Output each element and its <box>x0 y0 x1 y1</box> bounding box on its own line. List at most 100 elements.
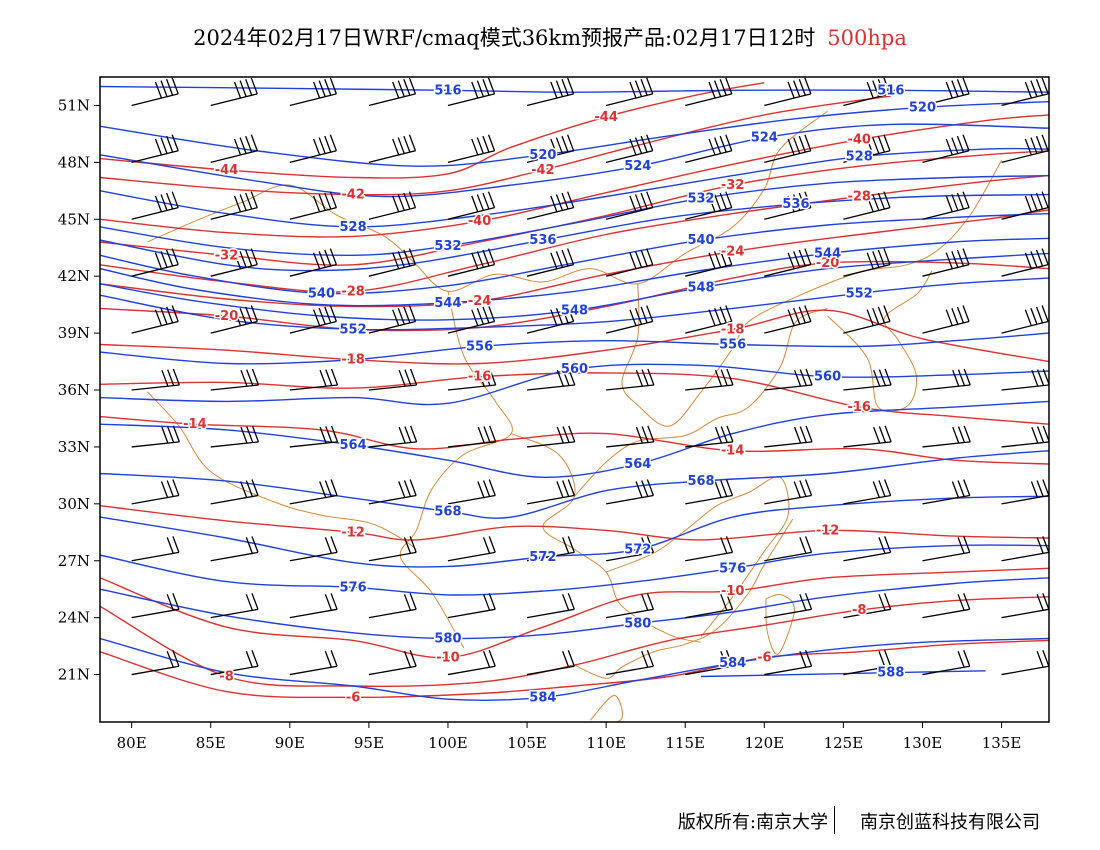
height-contour-label: 580 <box>624 616 651 631</box>
wind-barb <box>685 593 734 619</box>
height-contour-label: 516 <box>434 83 461 98</box>
wind-barb <box>1001 536 1049 562</box>
wind-barb <box>368 425 418 448</box>
lat-tick-label: 45N <box>58 210 90 228</box>
wind-barb <box>922 305 970 334</box>
wind-barb <box>526 248 575 277</box>
wind-barb <box>131 305 179 334</box>
wind-barb <box>210 425 260 448</box>
wind-barb <box>1001 650 1049 676</box>
wind-barb <box>210 593 259 619</box>
wind-barb <box>922 248 970 277</box>
lat-tick-label: 27N <box>58 552 90 570</box>
wind-barb <box>922 536 971 562</box>
height-contour-label: 584 <box>529 690 556 705</box>
height-contour-label: 528 <box>846 150 873 165</box>
boundary-line <box>827 270 933 412</box>
temperature-contour <box>100 82 765 179</box>
wind-barb <box>843 248 891 277</box>
wind-barb <box>131 248 179 277</box>
wind-barb <box>605 305 654 334</box>
wind-barb <box>764 191 812 220</box>
lat-tick-label: 21N <box>58 666 90 684</box>
wind-barb <box>289 650 338 676</box>
boundary-line <box>621 160 1002 427</box>
wind-barb <box>210 650 259 676</box>
lat-tick-label: 30N <box>58 495 90 513</box>
wind-barb <box>685 134 733 163</box>
height-contour-label: 536 <box>782 197 809 212</box>
wind-barb <box>368 479 417 505</box>
height-contour <box>100 332 1049 365</box>
boundary-line <box>589 694 623 722</box>
height-contour <box>100 577 1049 640</box>
temperature-contour <box>100 567 1049 659</box>
wind-barb <box>210 191 258 220</box>
wind-barb <box>368 650 417 676</box>
height-contour <box>100 450 1049 519</box>
lon-tick-label: 105E <box>507 734 547 752</box>
wind-barb <box>764 425 813 448</box>
temperature-contour-label: -44 <box>215 163 239 178</box>
temperature-contour-label: -28 <box>847 190 871 205</box>
wind-barb <box>1001 191 1049 220</box>
temperature-contour-label: -44 <box>594 110 618 125</box>
wind-barb-layer <box>131 77 1049 676</box>
wind-barb <box>606 425 655 448</box>
wind-barb <box>764 134 812 163</box>
wind-barb <box>922 425 971 448</box>
wind-barb <box>1001 368 1049 391</box>
wind-barb <box>843 134 891 163</box>
temperature-contour <box>100 95 891 196</box>
temperature-contour <box>100 639 1049 699</box>
height-contour-label: 564 <box>624 457 651 472</box>
company-name: 南京创蓝科技有限公司 <box>860 812 1040 833</box>
height-contour <box>100 123 1049 198</box>
height-contour-label: 548 <box>687 281 714 296</box>
lat-tick-label: 51N <box>58 96 90 114</box>
wind-barb <box>1001 479 1049 505</box>
temperature-contour <box>100 209 1049 308</box>
temperature-contour-label: -32 <box>721 178 745 193</box>
height-contour-label: 576 <box>339 580 366 595</box>
boundary-layer <box>147 110 1002 722</box>
wind-barb <box>210 368 260 391</box>
temperature-contour-label: -10 <box>721 584 745 599</box>
lat-tick-label: 48N <box>58 153 90 171</box>
wind-barb <box>1001 593 1049 619</box>
wind-barb <box>605 134 654 163</box>
wind-barb <box>685 368 734 391</box>
height-contour <box>100 147 1049 228</box>
wind-barb <box>843 368 892 391</box>
wind-barb <box>606 479 655 505</box>
height-contour-label: 568 <box>434 504 461 519</box>
wind-barb <box>131 77 179 107</box>
wind-barb <box>685 425 734 448</box>
height-contour-label: 576 <box>719 561 746 576</box>
height-contour <box>100 101 1049 167</box>
wind-barb <box>843 191 891 220</box>
temperature-contour-label: -28 <box>341 284 365 299</box>
wind-barb <box>605 191 654 220</box>
wind-barb <box>843 305 891 334</box>
temperature-contour-label: -32 <box>215 248 239 263</box>
temperature-contour-label: -18 <box>341 353 365 368</box>
wind-barb <box>131 425 180 448</box>
contour-label-layer: -44 -44 -42 -42 -40 -40 -32 -32 -28 -28 -24 -24 -20 -… <box>182 82 938 707</box>
wind-barb <box>606 650 655 676</box>
temperature-contour-label: -20 <box>816 256 840 271</box>
temperature-contour-label: -20 <box>215 309 239 324</box>
height-contour <box>100 237 1049 307</box>
wind-barb <box>526 305 575 334</box>
boundary-line <box>399 291 513 649</box>
height-contour-label: 560 <box>814 370 841 385</box>
wind-barb <box>764 593 813 619</box>
wind-barb <box>289 368 339 391</box>
lat-tick-label: 33N <box>58 438 90 456</box>
temperature-contour-label: -24 <box>468 294 492 309</box>
height-contour-label: 544 <box>814 246 841 261</box>
wind-barb <box>368 77 417 107</box>
wind-barb <box>606 368 655 391</box>
wind-barb <box>922 134 970 163</box>
